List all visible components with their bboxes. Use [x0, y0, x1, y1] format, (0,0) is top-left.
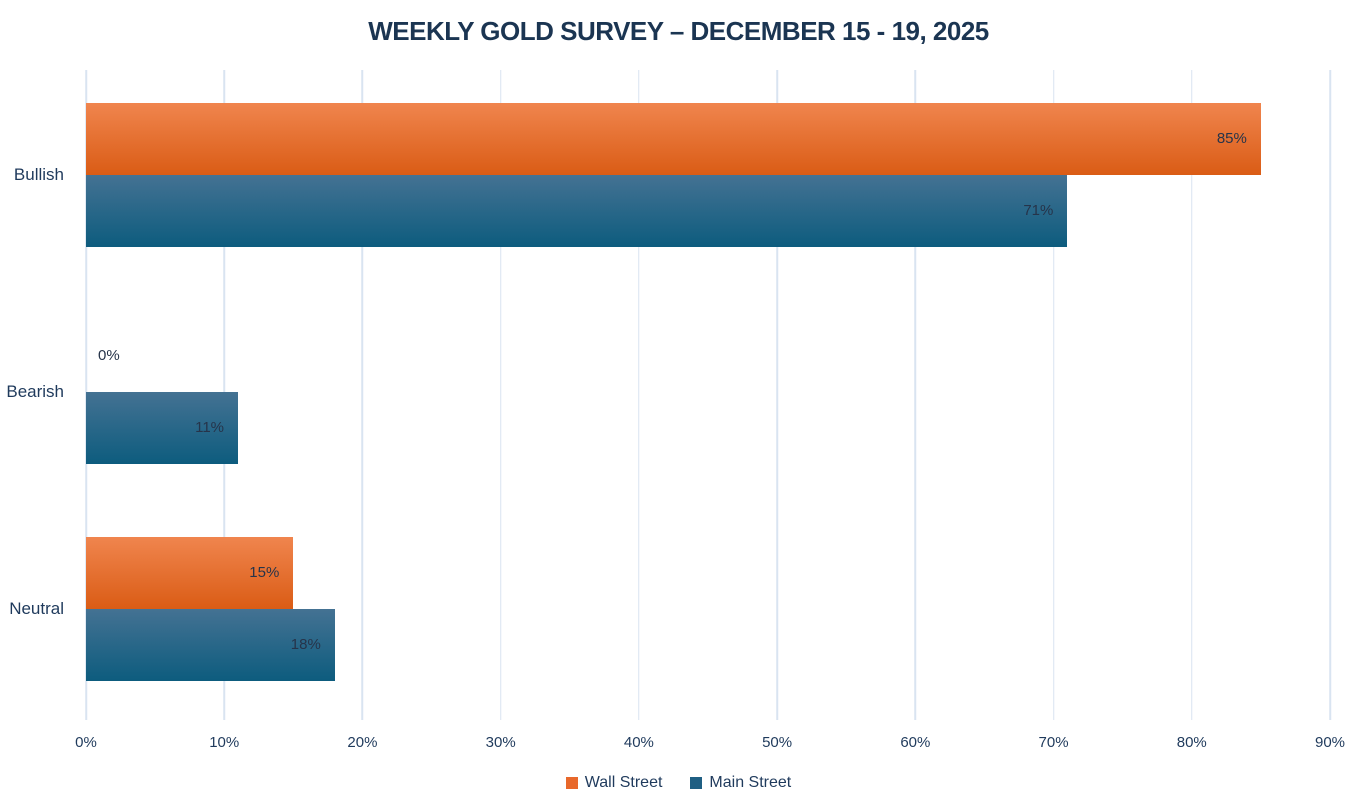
- bar-bullish-main-street: [86, 175, 1068, 248]
- x-axis-tick-30%: 30%: [485, 734, 516, 751]
- x-axis-tick-40%: 40%: [623, 734, 654, 751]
- x-axis-tick-50%: 50%: [762, 734, 793, 751]
- gridline-70%: [1052, 70, 1055, 720]
- x-axis-tick-0%: 0%: [75, 734, 97, 751]
- x-axis-tick-60%: 60%: [900, 734, 931, 751]
- x-axis-tick-20%: 20%: [347, 734, 378, 751]
- gridline-40%: [638, 70, 640, 720]
- plot-area: 85% 71% 0% 11% 15% 18%: [85, 70, 1331, 720]
- gridline-50%: [776, 70, 778, 720]
- value-label-neutral-main-street: 18%: [290, 635, 321, 653]
- value-label-bullish-main-street: 71%: [1023, 202, 1054, 220]
- bar-neutral-wall-street: [86, 536, 294, 609]
- gridline-30%: [499, 70, 502, 720]
- gridline-90%: [1329, 70, 1331, 720]
- legend-label-wall-street: Wall Street: [584, 774, 663, 791]
- legend-label-main-street: Main Street: [709, 774, 792, 791]
- category-label-bearish: Bearish: [6, 382, 64, 401]
- bar-bearish-main-street: [86, 392, 239, 464]
- legend-swatch-wall-street-icon: [565, 777, 578, 789]
- value-label-bullish-wall-street: 85%: [1216, 130, 1247, 148]
- value-label-bearish-wall-street: 0%: [98, 347, 120, 364]
- gridline-80%: [1191, 70, 1193, 720]
- legend-swatch-main-street-icon: [690, 777, 703, 789]
- bar-neutral-main-street: [86, 608, 335, 681]
- x-axis-tick-90%: 90%: [1314, 734, 1346, 751]
- category-label-bullish: Bullish: [13, 165, 64, 185]
- legend-item-wall-street: Wall Street: [565, 774, 663, 792]
- x-axis-tick-80%: 80%: [1176, 734, 1207, 751]
- legend-item-main-street: Main Street: [690, 774, 791, 792]
- category-label-neutral: Neutral: [9, 598, 64, 618]
- bar-bullish-wall-street: [86, 103, 1261, 176]
- gridline-60%: [914, 70, 917, 720]
- gridline-20%: [361, 70, 364, 720]
- x-axis-tick-10%: 10%: [209, 734, 240, 751]
- chart-title: WEEKLY GOLD SURVEY – DECEMBER 15 - 19, 2…: [368, 16, 989, 46]
- value-label-neutral-wall-street: 15%: [249, 563, 280, 581]
- x-axis-tick-70%: 70%: [1038, 734, 1069, 751]
- legend: Wall Street Main Street: [0, 774, 1357, 792]
- value-label-bearish-main-street: 11%: [195, 419, 225, 436]
